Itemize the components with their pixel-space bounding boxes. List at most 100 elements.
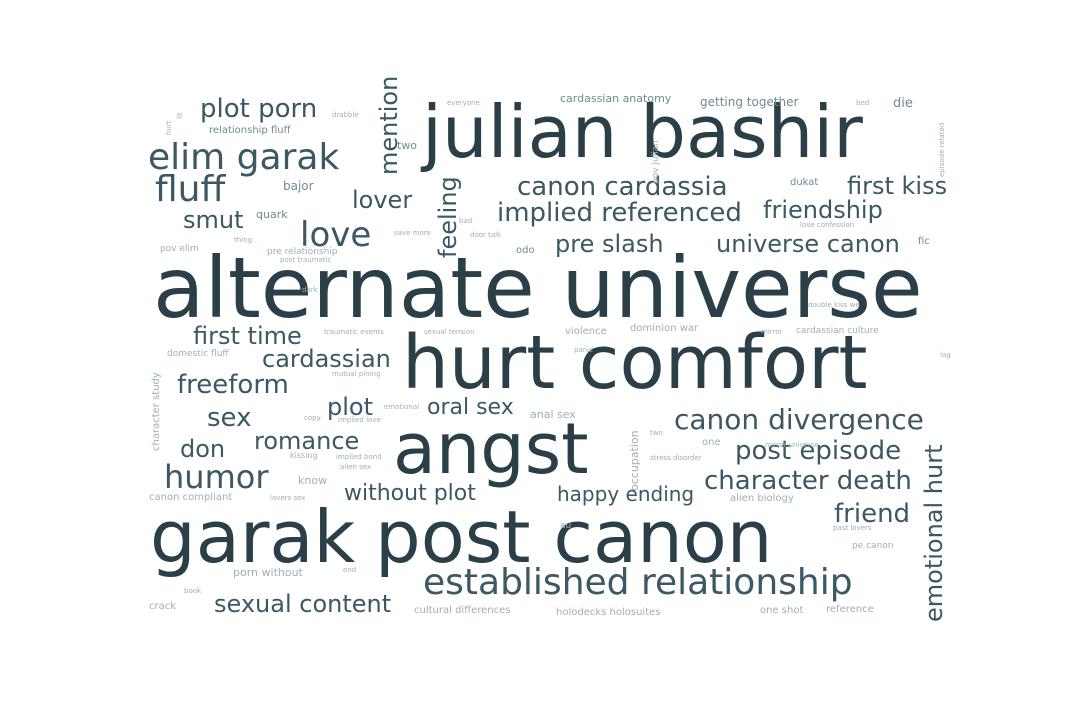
word-alien-biology: alien biology <box>730 493 794 504</box>
word-violence: violence <box>565 326 607 337</box>
word-stress-disorder: stress disorder <box>650 454 702 462</box>
word-bed: bed <box>856 99 870 107</box>
word-hurt-tiny: hurt <box>165 120 173 136</box>
word-canon-cardassia: canon cardassia <box>517 172 728 202</box>
word-alternate-universe: alternate universe <box>153 239 923 337</box>
word-lovers-sex: lovers sex <box>270 494 306 502</box>
word-cultural-differences: cultural differences <box>414 605 511 616</box>
word-oral-sex: oral sex <box>427 395 514 420</box>
word-love-confession: love confession <box>800 221 855 229</box>
word-fluff: fluff <box>155 169 226 210</box>
word-plot: plot <box>327 393 373 421</box>
word-drabble: drabble <box>332 111 359 119</box>
word-universe-canon: universe canon <box>716 230 900 258</box>
word-implied-love: implied love <box>338 416 381 424</box>
word-elim-garak: elim garak <box>148 137 340 178</box>
word-book: book <box>184 587 202 595</box>
word-character-study: character study <box>151 372 162 451</box>
word-door-talk: door talk <box>470 231 502 239</box>
word-sexual-tension: sexual tension <box>424 328 475 336</box>
word-lover: lover <box>352 186 413 214</box>
word-pre-relationship: pre relationship <box>267 247 338 257</box>
word-hurt-comfort: hurt comfort <box>402 320 868 406</box>
word-occupation: occupation <box>628 430 641 491</box>
word-first-kiss: first kiss <box>847 172 948 200</box>
word-character-death: character death <box>704 466 912 496</box>
word-sex: sex <box>207 403 252 433</box>
word-alien-sex: alien sex <box>340 463 372 471</box>
word-cardassian-anatomy: cardassian anatomy <box>560 92 672 105</box>
word-end: end <box>343 566 357 574</box>
word-smut: smut <box>183 206 244 234</box>
word-fic: fic <box>918 236 930 247</box>
word-pov-julian: pov julian <box>651 140 661 184</box>
word-julian-bashir: julian bashir <box>422 90 863 174</box>
word-friend: friend <box>834 499 911 529</box>
word-holodecks-holosuites: holodecks holosuites <box>556 607 661 618</box>
word-pre-slash: pre slash <box>555 230 664 258</box>
word-die: die <box>893 96 913 111</box>
word-mutual-pining: mutual pining <box>332 370 381 378</box>
word-copy: copy <box>304 414 321 422</box>
word-cardassian-culture: cardassian culture <box>796 326 879 336</box>
word-romance: romance <box>254 427 360 455</box>
word-kissing: kissing <box>290 451 318 460</box>
word-traumatic-events: traumatic events <box>324 328 384 336</box>
word-crack: crack <box>149 601 177 612</box>
word-humor: humor <box>164 458 269 496</box>
word-dominion-war: dominion war <box>630 323 699 334</box>
word-odo: odo <box>516 245 535 256</box>
word-canon-divergence: canon divergence <box>674 403 924 436</box>
word-pe-canon: pe canon <box>852 541 894 551</box>
word-bajor: bajor <box>283 179 314 193</box>
word-bad: bad <box>459 217 473 225</box>
word-dark: dark <box>302 286 318 294</box>
word-episode-related: episode related <box>938 122 946 177</box>
word-garak: garak <box>150 495 356 579</box>
word-mirror: mirror <box>761 328 783 336</box>
word-lag: lag <box>940 351 951 359</box>
word-feeling: feeling <box>434 176 462 258</box>
word-past-lovers: past lovers <box>833 524 872 532</box>
word-angst: angst <box>393 408 589 490</box>
word-dukat: dukat <box>790 177 819 188</box>
word-implied-referenced: implied referenced <box>497 198 742 228</box>
word-one: one <box>702 437 721 448</box>
word-everyone: everyone <box>447 99 480 107</box>
word-happy-ending: happy ending <box>557 482 695 506</box>
word-two: two <box>397 139 418 152</box>
word-lit: lit <box>176 112 184 119</box>
word-mention: mention <box>375 75 403 175</box>
word-mirror-universe: mirror universe <box>765 441 819 449</box>
word-canon-compliant: canon compliant <box>149 492 233 503</box>
word-don: don <box>180 435 226 463</box>
word-sexual-content: sexual content <box>214 590 392 618</box>
word-domestic-fluff: domestic fluff <box>167 349 229 359</box>
word-cardassian: cardassian <box>262 345 391 373</box>
word-plot-porn: plot porn <box>200 94 318 124</box>
word-reference: reference <box>826 604 874 615</box>
word-porn-without: porn without <box>233 566 303 579</box>
word-freeform: freeform <box>177 370 289 400</box>
word-quark: quark <box>256 208 288 221</box>
word-thing: thing <box>234 236 253 244</box>
word-panic: panic <box>574 346 593 354</box>
word-post-traumatic: post traumatic <box>280 256 332 264</box>
word-know: know <box>298 474 328 487</box>
word-friendship: friendship <box>763 196 883 224</box>
word-two-r: two <box>650 429 663 437</box>
word-anal-sex: anal sex <box>530 408 576 421</box>
word-save-more: save more <box>394 229 431 237</box>
word-emotional-tiny: emotional <box>384 403 420 411</box>
word-love: love <box>300 215 372 255</box>
word-first-time: first time <box>193 322 302 350</box>
word-without-plot: without plot <box>344 481 476 506</box>
word-double-kiss: double kiss we <box>808 301 860 309</box>
word-getting-together: getting together <box>700 95 799 109</box>
word-post-episode: post episode <box>735 436 902 466</box>
word-emotional-hurt: emotional hurt <box>920 444 948 622</box>
word-post-canon: post canon <box>375 495 773 579</box>
word-relationship-fluff: relationship fluff <box>209 125 291 136</box>
word-established-relationship: established relationship <box>423 562 853 603</box>
